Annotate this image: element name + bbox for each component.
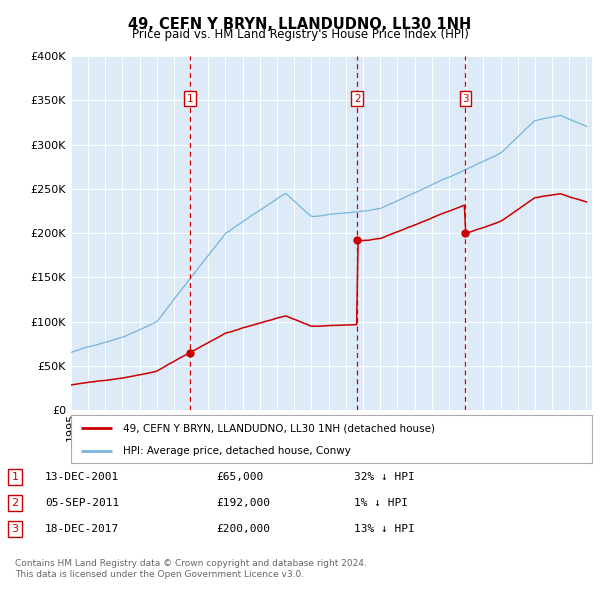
- Text: 13% ↓ HPI: 13% ↓ HPI: [354, 524, 415, 533]
- Text: 3: 3: [462, 94, 469, 103]
- Text: £192,000: £192,000: [216, 498, 270, 507]
- Text: This data is licensed under the Open Government Licence v3.0.: This data is licensed under the Open Gov…: [15, 571, 304, 579]
- Text: £200,000: £200,000: [216, 524, 270, 533]
- Text: 18-DEC-2017: 18-DEC-2017: [45, 524, 119, 533]
- Text: 1% ↓ HPI: 1% ↓ HPI: [354, 498, 408, 507]
- Text: 2: 2: [354, 94, 361, 103]
- Text: 2: 2: [11, 498, 19, 507]
- Text: 3: 3: [11, 524, 19, 533]
- Text: 05-SEP-2011: 05-SEP-2011: [45, 498, 119, 507]
- Text: Price paid vs. HM Land Registry's House Price Index (HPI): Price paid vs. HM Land Registry's House …: [131, 28, 469, 41]
- Text: 32% ↓ HPI: 32% ↓ HPI: [354, 472, 415, 481]
- Text: 49, CEFN Y BRYN, LLANDUDNO, LL30 1NH (detached house): 49, CEFN Y BRYN, LLANDUDNO, LL30 1NH (de…: [123, 423, 435, 433]
- Text: HPI: Average price, detached house, Conwy: HPI: Average price, detached house, Conw…: [123, 446, 351, 456]
- Text: 1: 1: [11, 472, 19, 481]
- Text: £65,000: £65,000: [216, 472, 263, 481]
- Text: 49, CEFN Y BRYN, LLANDUDNO, LL30 1NH: 49, CEFN Y BRYN, LLANDUDNO, LL30 1NH: [128, 17, 472, 31]
- Text: Contains HM Land Registry data © Crown copyright and database right 2024.: Contains HM Land Registry data © Crown c…: [15, 559, 367, 568]
- Text: 13-DEC-2001: 13-DEC-2001: [45, 472, 119, 481]
- Text: 1: 1: [187, 94, 194, 103]
